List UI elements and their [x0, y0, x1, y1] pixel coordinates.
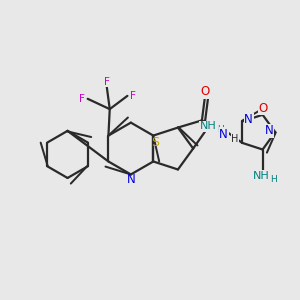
Text: NH: NH [253, 171, 269, 181]
Text: O: O [259, 102, 268, 115]
Text: N: N [244, 113, 253, 126]
Text: N: N [127, 173, 135, 186]
Text: H: H [217, 125, 224, 134]
Text: F: F [104, 77, 110, 87]
Text: NH: NH [200, 121, 216, 131]
Text: H: H [231, 134, 239, 144]
Text: F: F [130, 91, 136, 101]
Text: S: S [151, 136, 159, 148]
Text: F: F [80, 94, 85, 104]
Text: N: N [264, 124, 273, 137]
Text: N: N [219, 128, 228, 141]
Text: O: O [201, 85, 210, 98]
Text: H: H [270, 175, 277, 184]
